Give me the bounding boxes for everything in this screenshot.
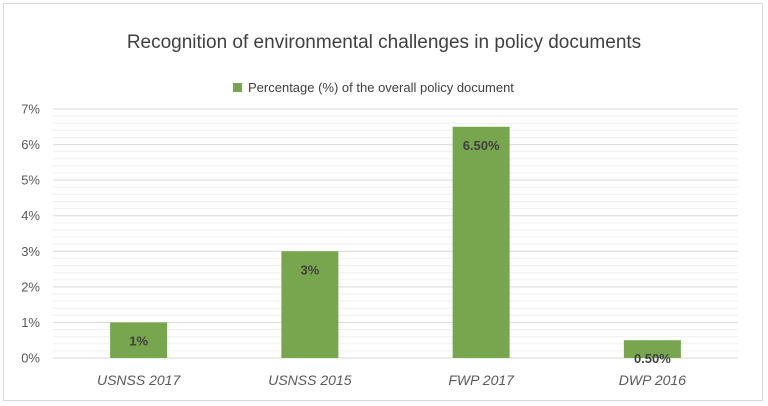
data-label: 6.50% xyxy=(463,138,500,153)
bar xyxy=(452,126,510,359)
data-label: 1% xyxy=(129,333,148,348)
y-tick-label: 5% xyxy=(21,173,40,188)
x-tick-label: USNSS 2017 xyxy=(97,372,181,388)
bar xyxy=(281,251,339,358)
y-tick-label: 4% xyxy=(21,208,40,223)
y-tick-label: 3% xyxy=(21,244,40,259)
x-tick-label: FWP 2017 xyxy=(448,372,515,388)
legend: Percentage (%) of the overall policy doc… xyxy=(233,78,514,96)
data-label: 0.50% xyxy=(634,351,671,366)
y-tick-label: 1% xyxy=(21,315,40,330)
legend-label: Percentage (%) of the overall policy doc… xyxy=(248,79,514,95)
bar xyxy=(623,340,681,358)
bar xyxy=(110,322,168,358)
x-tick-label: DWP 2016 xyxy=(619,372,686,388)
legend-swatch xyxy=(233,82,242,92)
y-tick-label: 6% xyxy=(21,137,40,152)
x-tick-label: USNSS 2015 xyxy=(268,372,351,388)
data-label: 3% xyxy=(300,262,319,277)
y-tick-label: 2% xyxy=(21,279,40,294)
y-tick-label: 7% xyxy=(21,102,40,117)
y-tick-label: 0% xyxy=(21,351,40,366)
chart-title: Recognition of environmental challenges … xyxy=(126,32,642,53)
